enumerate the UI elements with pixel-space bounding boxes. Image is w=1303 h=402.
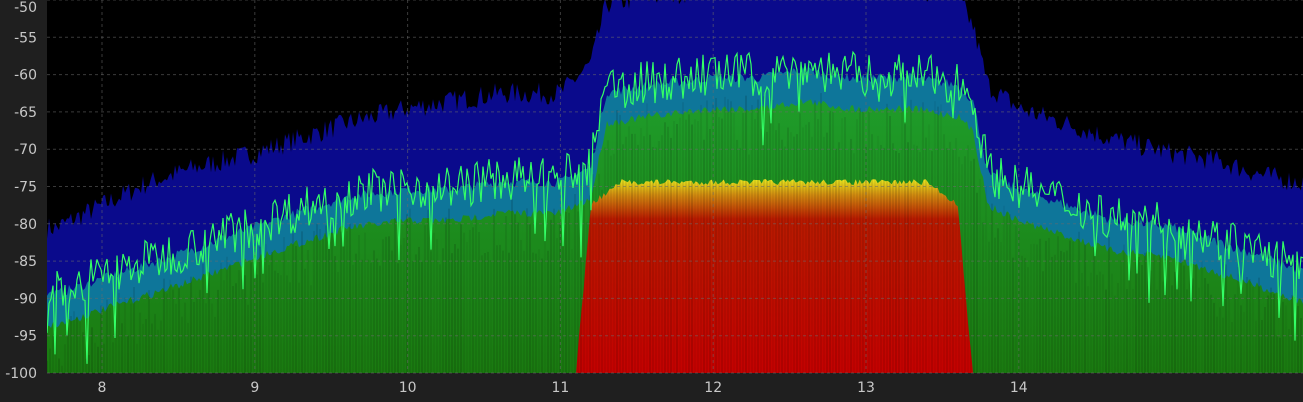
y-tick-label: -75 [14, 180, 37, 196]
y-tick-label: -95 [14, 329, 37, 345]
y-tick-label: -70 [14, 142, 37, 158]
occupied-band-region [575, 179, 973, 373]
y-tick-label: -50 [14, 0, 37, 16]
y-tick-label: -100 [5, 366, 37, 382]
y-tick-label: -60 [14, 68, 37, 84]
y-tick-label: -55 [14, 30, 37, 46]
y-tick-label: -80 [14, 217, 37, 233]
x-tick-label: 10 [399, 380, 417, 396]
max-hold-trace [47, 50, 1303, 364]
x-tick-label: 9 [250, 380, 259, 396]
x-tick-label: 12 [704, 380, 722, 396]
y-tick-label: -85 [14, 254, 37, 270]
y-tick-label: -65 [14, 105, 37, 121]
y-tick-label: -90 [14, 291, 37, 307]
y-axis-ticks: -50 -55 -60 -65 -70 -75 -80 -85 -90 -95 -100 [5, 0, 37, 382]
x-tick-label: 11 [551, 380, 569, 396]
x-tick-label: 8 [98, 380, 107, 396]
x-tick-label: 13 [857, 380, 875, 396]
density-layer [47, 0, 1303, 373]
x-tick-label: 14 [1010, 380, 1028, 396]
trace-layer [47, 50, 1303, 364]
x-axis-ticks: 8 9 10 11 12 13 14 [98, 380, 1028, 396]
